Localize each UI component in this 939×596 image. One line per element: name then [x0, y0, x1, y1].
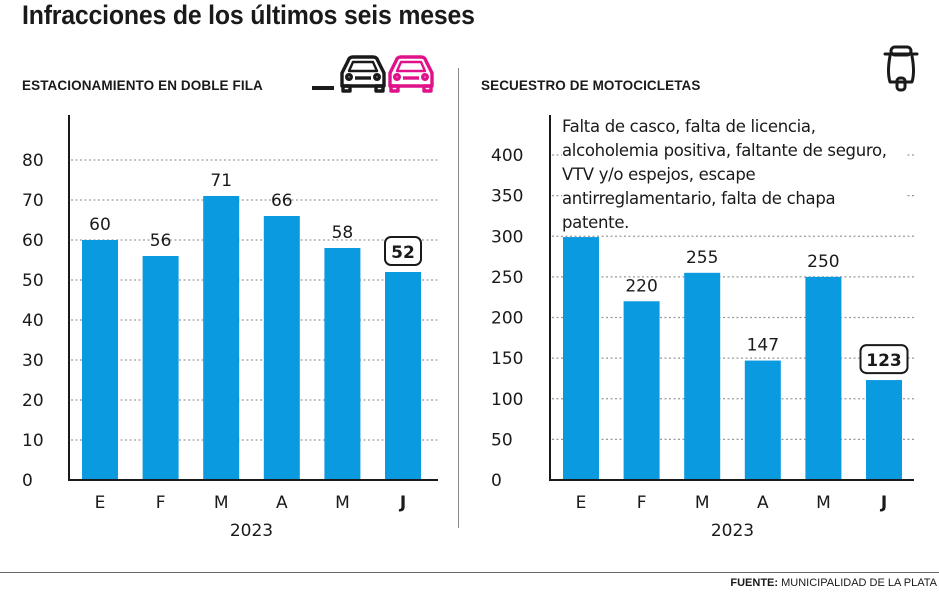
highlight-label-box [384, 236, 422, 266]
chart-divider [458, 68, 459, 528]
chart-note: Falta de casco, falta de licencia, alcoh… [562, 115, 907, 235]
bar-value-label: 123 [866, 351, 902, 371]
y-tick-label: 80 [22, 151, 44, 171]
x-tick-label: M [695, 493, 710, 513]
bar-value-label: 58 [332, 223, 354, 243]
bar [866, 380, 902, 480]
x-tick-label: J [880, 493, 887, 513]
x-tick-label: A [757, 493, 769, 513]
y-tick-label: 20 [22, 391, 44, 411]
x-axis-label: 2023 [230, 521, 273, 540]
y-tick-label: 30 [22, 351, 44, 371]
y-tick-label: 0 [491, 471, 502, 491]
y-tick-label: 40 [22, 311, 44, 331]
footer-divider [0, 572, 939, 573]
car-pair-icon [312, 55, 434, 93]
page-title: Infracciones de los últimos seis meses [22, 0, 475, 30]
highlight-label-box [859, 344, 909, 375]
motorcycle-icon [883, 45, 919, 92]
bar-value-label: 52 [391, 243, 415, 263]
x-tick-label: M [335, 493, 350, 513]
bar-value-label: 66 [271, 191, 293, 211]
y-tick-label: 200 [491, 309, 523, 329]
bar [805, 276, 842, 480]
y-tick-label: 350 [491, 187, 523, 207]
bar [142, 256, 179, 480]
x-tick-label: J [399, 493, 406, 513]
y-tick-label: 70 [22, 191, 44, 211]
x-tick-label: M [816, 493, 831, 513]
x-tick-label: E [95, 493, 106, 513]
y-tick-label: 50 [491, 430, 513, 450]
bar [623, 301, 660, 480]
y-tick-label: 100 [491, 390, 523, 410]
x-axis-label: 2023 [711, 521, 754, 540]
bar [563, 237, 599, 480]
y-tick-label: 10 [22, 431, 44, 451]
x-tick-label: F [637, 493, 647, 513]
x-tick-label: A [276, 493, 288, 513]
bar [203, 196, 240, 480]
bar [684, 272, 721, 480]
source-name: MUNICIPALIDAD DE LA PLATA [781, 577, 937, 589]
chart-title-right: SECUESTRO DE MOTOCICLETAS [481, 78, 701, 93]
chart-title-left: ESTACIONAMIENTO EN DOBLE FILA [22, 78, 263, 93]
y-tick-label: 50 [22, 271, 44, 291]
x-tick-label: E [576, 493, 587, 513]
source-footer: FUENTE: MUNICIPALIDAD DE LA PLATA [730, 577, 937, 589]
bar [324, 248, 361, 480]
bar [744, 360, 781, 480]
y-tick-label: 300 [491, 227, 523, 247]
bar-value-label: 56 [150, 231, 172, 251]
bar-value-label: 71 [210, 171, 232, 191]
bar-value-label: 250 [807, 252, 839, 272]
bar-value-label: 60 [89, 215, 111, 235]
y-tick-label: 0 [22, 471, 33, 491]
chart-right: 050100150200250300350400299E220F255M147A… [491, 115, 914, 540]
bar [263, 216, 300, 480]
bar-value-label: 147 [747, 336, 779, 356]
chart-left: 0 10 20 30 40 50 60 70 80 60 E 56 F 71 M 66 A 58 M 52 J 2023 [22, 115, 438, 540]
bar [385, 272, 421, 480]
y-tick-label: 60 [22, 231, 44, 251]
x-tick-label: M [214, 493, 229, 513]
source-label: FUENTE: [730, 577, 779, 589]
y-tick-label: 150 [491, 349, 523, 369]
bar-value-label: 255 [686, 248, 718, 268]
bar-value-label: 220 [625, 276, 657, 296]
y-tick-label: 400 [491, 146, 523, 166]
y-tick-label: 250 [491, 268, 523, 288]
bar [82, 240, 118, 480]
x-tick-label: F [156, 493, 166, 513]
